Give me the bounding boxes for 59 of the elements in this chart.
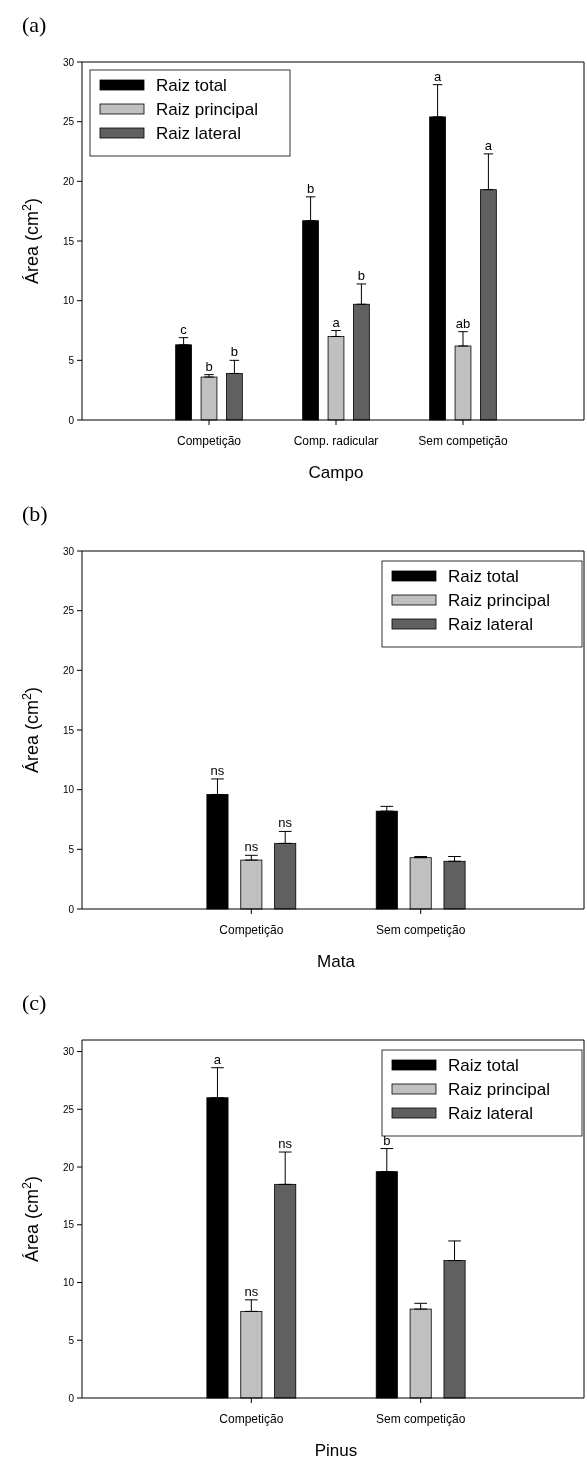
legend-label: Raiz total: [448, 1056, 519, 1075]
legend-label: Raiz principal: [448, 1080, 551, 1099]
legend-label: Raiz total: [156, 76, 227, 95]
x-axis-title: Pinus: [314, 1441, 358, 1460]
y-tick-label: 25: [62, 1103, 75, 1115]
y-tick-label: 30: [62, 56, 75, 68]
chart-title: (c): [22, 990, 47, 1015]
y-tick-label: 5: [68, 354, 75, 366]
data-label: a: [433, 68, 442, 84]
y-tick-label: 25: [62, 116, 75, 128]
data-label: ns: [278, 1136, 293, 1152]
data-label: a: [332, 314, 341, 330]
x-tick-label: Competição: [176, 434, 242, 448]
legend-label: Raiz lateral: [156, 124, 242, 143]
legend-label: Raiz principal: [448, 591, 551, 610]
legend-label: Raiz lateral: [448, 615, 534, 634]
data-label: ns: [244, 839, 259, 855]
y-tick-label: 10: [62, 784, 75, 796]
y-tick-label: 30: [62, 545, 75, 557]
y-tick-label: 10: [62, 295, 75, 307]
legend-label: Raiz principal: [156, 100, 259, 119]
x-tick-label: Competição: [219, 923, 284, 937]
y-tick-label: 20: [62, 175, 75, 187]
y-tick-label: 25: [62, 605, 75, 617]
x-tick-label: Sem competição: [375, 1412, 466, 1426]
y-tick-label: 20: [62, 664, 75, 676]
y-tick-label: 0: [68, 414, 75, 426]
data-label: ns: [210, 762, 225, 778]
y-tick-label: 10: [62, 1277, 75, 1289]
data-label: b: [306, 180, 315, 196]
y-tick-label: 30: [62, 1046, 75, 1058]
y-tick-label: 0: [68, 1392, 75, 1404]
chart-title: (a): [22, 12, 47, 37]
data-label: a: [213, 1051, 222, 1067]
data-label: b: [383, 1132, 391, 1148]
data-label: a: [484, 137, 493, 153]
legend-label: Raiz lateral: [448, 1104, 534, 1123]
y-tick-label: 20: [62, 1161, 75, 1173]
x-axis-title: Mata: [317, 952, 356, 971]
y-tick-label: 5: [68, 1334, 75, 1346]
data-label: ns: [244, 1283, 259, 1299]
data-label: c: [180, 321, 188, 337]
x-tick-label: Sem competição: [375, 923, 466, 937]
legend-label: Raiz total: [448, 567, 519, 586]
x-axis-title: Campo: [308, 463, 364, 482]
y-tick-label: 5: [68, 843, 75, 855]
data-label: b: [205, 358, 213, 374]
data-label: b: [230, 344, 239, 360]
chart-title: (b): [22, 501, 48, 526]
x-tick-label: Competição: [219, 1412, 284, 1426]
y-tick-label: 0: [68, 903, 75, 915]
y-tick-label: 15: [62, 235, 75, 247]
x-tick-label: Comp. radicular: [293, 434, 379, 448]
y-tick-label: 15: [62, 724, 75, 736]
data-label: b: [357, 267, 366, 283]
y-tick-label: 15: [62, 1219, 75, 1231]
data-label: ab: [455, 315, 471, 331]
data-label: ns: [278, 815, 293, 831]
x-tick-label: Sem competição: [418, 434, 509, 448]
